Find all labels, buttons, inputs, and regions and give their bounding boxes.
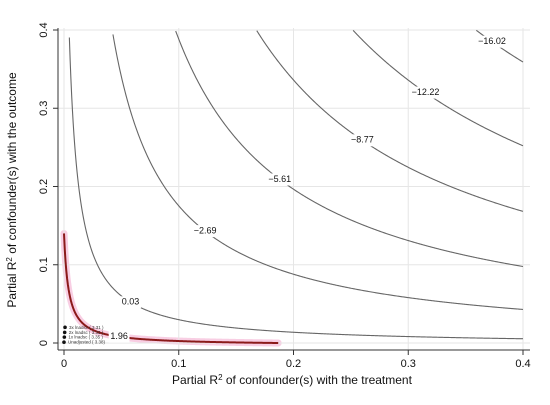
contour-label-background xyxy=(108,330,130,343)
contour-label-background xyxy=(266,173,293,186)
y-axis-title: Partial R2 of confounder(s) with the out… xyxy=(5,72,20,308)
x-tick-label: 0.2 xyxy=(286,358,301,370)
benchmark-point xyxy=(62,330,67,335)
x-axis-title: Partial R2 of confounder(s) with the tre… xyxy=(172,373,413,388)
benchmark-point xyxy=(63,325,67,330)
contour-label-background xyxy=(349,134,376,147)
x-tick-label: 0 xyxy=(61,358,67,370)
contour-label-background xyxy=(192,225,219,238)
contour-label: 0.03 xyxy=(122,297,140,307)
contour-label: −8.77 xyxy=(351,135,374,145)
benchmark-label: 3x lnadsc ( 3.31 ) xyxy=(69,325,104,330)
y-tick-label: 0.4 xyxy=(38,22,50,37)
contour-lines xyxy=(63,29,524,344)
gridlines xyxy=(58,28,530,350)
contour-label-background xyxy=(476,35,508,48)
x-axis-ticks: 0 0.1 0.2 0.3 0.4 xyxy=(61,350,531,370)
x-tick-label: 0.1 xyxy=(171,358,186,370)
contour-label: 1.96 xyxy=(110,331,128,341)
y-tick-label: 0 xyxy=(38,340,50,346)
threshold-contour-line xyxy=(63,233,279,344)
y-tick-label: 0.1 xyxy=(38,257,50,272)
contour-labels: 1.96 0.03 −2.69 −5.61 −8.77 −12.22 −16.02 xyxy=(108,35,508,343)
contour-label: −2.69 xyxy=(194,225,217,235)
benchmark-point xyxy=(62,340,66,345)
x-tick-label: 0.4 xyxy=(515,358,530,370)
y-axis-ticks: 0 0.1 0.2 0.3 0.4 xyxy=(38,22,58,346)
contour-label-background xyxy=(409,86,442,99)
contour-line xyxy=(112,34,524,310)
benchmark-point xyxy=(62,335,67,339)
contour-line xyxy=(175,30,524,268)
contour-line xyxy=(352,30,524,147)
x-tick-label: 0.3 xyxy=(401,358,416,370)
y-tick-label: 0.2 xyxy=(38,179,50,194)
contour-label: −5.61 xyxy=(268,174,291,184)
contour-label: −12.22 xyxy=(412,87,440,97)
contour-label-background xyxy=(120,296,141,309)
benchmark-points: 3x lnadsc ( 3.31 )2x lnadsc ( 3.33 )1x l… xyxy=(62,325,106,345)
benchmark-label: Unadjusted ( 3.38) xyxy=(68,340,106,345)
contour-label: −16.02 xyxy=(478,36,506,46)
contour-line xyxy=(256,30,524,212)
contour-line xyxy=(68,37,524,340)
y-tick-label: 0.3 xyxy=(38,101,50,116)
benchmark-label: 2x lnadsc ( 3.33 ) xyxy=(69,330,104,335)
benchmark-label: 1x lnadsc ( 3.35 ) xyxy=(68,335,103,340)
